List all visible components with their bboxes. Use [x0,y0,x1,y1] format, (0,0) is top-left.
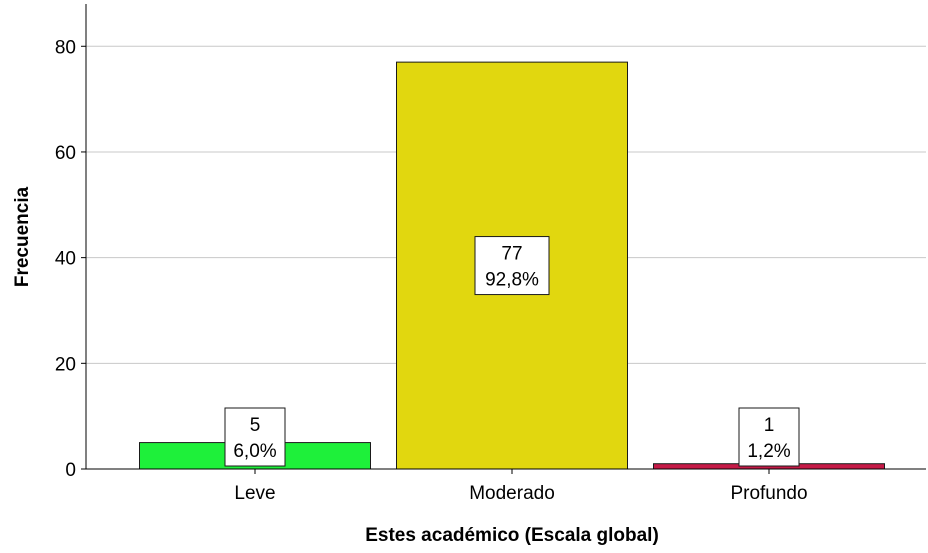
y-tick-label: 20 [55,354,76,375]
data-label-box [738,407,800,467]
y-tick-label: 60 [55,143,76,164]
data-label-box [224,407,286,467]
data-label-count: 77 [501,244,522,265]
x-tick-labels: Leve Moderado Profundo [234,483,807,504]
axes [81,4,926,474]
data-label-percent: 1,2% [747,441,790,462]
x-tick-label-moderado: Moderado [469,483,555,504]
data-label-count: 1 [764,415,775,436]
data-label-box [474,236,550,296]
y-axis-title: Frecuencia [12,186,33,287]
y-tick-label: 0 [65,460,76,481]
data-label-moderado: 77 92,8% [474,236,550,296]
data-label-percent: 92,8% [485,270,539,291]
x-tick-label-leve: Leve [234,483,275,504]
data-labels: 5 6,0% 77 92,8% 1 1,2% [224,236,800,467]
y-tick-label: 80 [55,37,76,58]
x-tick-label-profundo: Profundo [730,483,807,504]
y-tick-labels: 0 20 40 60 80 [55,37,76,481]
y-tick-label: 40 [55,249,76,270]
data-label-count: 5 [250,415,261,436]
data-label-percent: 6,0% [233,441,276,462]
data-label-leve: 5 6,0% [224,407,286,467]
data-label-profundo: 1 1,2% [738,407,800,467]
x-axis-title: Estes académico (Escala global) [365,525,659,546]
